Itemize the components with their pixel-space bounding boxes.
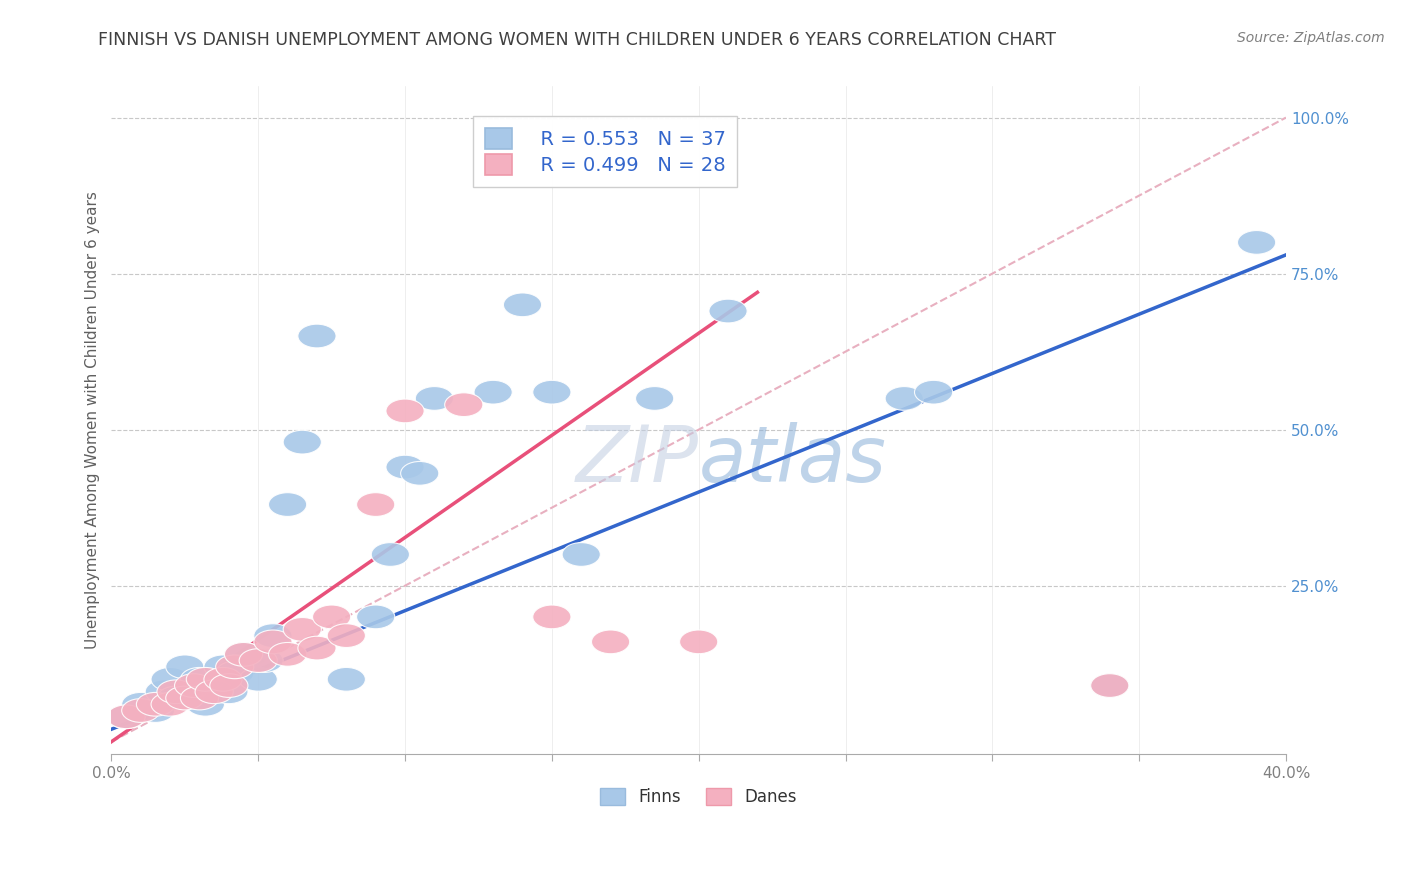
Ellipse shape	[328, 667, 366, 691]
Ellipse shape	[157, 680, 195, 704]
Ellipse shape	[254, 624, 292, 648]
Ellipse shape	[1237, 230, 1275, 254]
Ellipse shape	[415, 386, 454, 410]
Ellipse shape	[107, 705, 145, 729]
Ellipse shape	[245, 648, 283, 673]
Ellipse shape	[269, 492, 307, 516]
Ellipse shape	[298, 324, 336, 348]
Ellipse shape	[150, 667, 190, 691]
Ellipse shape	[328, 624, 366, 648]
Ellipse shape	[387, 399, 425, 423]
Ellipse shape	[357, 605, 395, 629]
Ellipse shape	[533, 380, 571, 404]
Ellipse shape	[679, 630, 718, 654]
Ellipse shape	[209, 680, 247, 704]
Ellipse shape	[562, 542, 600, 566]
Ellipse shape	[186, 692, 225, 716]
Text: Source: ZipAtlas.com: Source: ZipAtlas.com	[1237, 31, 1385, 45]
Ellipse shape	[136, 698, 174, 723]
Ellipse shape	[174, 680, 212, 704]
Ellipse shape	[283, 430, 322, 454]
Ellipse shape	[444, 392, 482, 417]
Ellipse shape	[298, 636, 336, 660]
Ellipse shape	[174, 673, 212, 698]
Ellipse shape	[145, 680, 183, 704]
Ellipse shape	[254, 630, 292, 654]
Ellipse shape	[283, 617, 322, 641]
Ellipse shape	[195, 680, 233, 704]
Ellipse shape	[239, 648, 277, 673]
Ellipse shape	[371, 542, 409, 566]
Ellipse shape	[107, 705, 145, 729]
Ellipse shape	[886, 386, 924, 410]
Ellipse shape	[239, 667, 277, 691]
Ellipse shape	[401, 461, 439, 485]
Ellipse shape	[180, 686, 218, 710]
Ellipse shape	[503, 293, 541, 317]
Ellipse shape	[122, 692, 160, 716]
Ellipse shape	[1091, 673, 1129, 698]
Ellipse shape	[225, 642, 263, 666]
Ellipse shape	[186, 667, 225, 691]
Ellipse shape	[914, 380, 953, 404]
Y-axis label: Unemployment Among Women with Children Under 6 years: Unemployment Among Women with Children U…	[86, 192, 100, 649]
Ellipse shape	[150, 692, 190, 716]
Ellipse shape	[225, 642, 263, 666]
Ellipse shape	[474, 380, 512, 404]
Ellipse shape	[195, 673, 233, 698]
Ellipse shape	[209, 673, 247, 698]
Ellipse shape	[357, 492, 395, 516]
Legend: Finns, Danes: Finns, Danes	[593, 781, 804, 813]
Ellipse shape	[533, 605, 571, 629]
Ellipse shape	[122, 698, 160, 723]
Ellipse shape	[387, 455, 425, 479]
Ellipse shape	[1091, 673, 1129, 698]
Ellipse shape	[166, 655, 204, 679]
Ellipse shape	[204, 655, 242, 679]
Ellipse shape	[136, 692, 174, 716]
Ellipse shape	[166, 686, 204, 710]
Ellipse shape	[215, 655, 254, 679]
Ellipse shape	[180, 667, 218, 691]
Ellipse shape	[204, 667, 242, 691]
Ellipse shape	[215, 661, 254, 685]
Text: FINNISH VS DANISH UNEMPLOYMENT AMONG WOMEN WITH CHILDREN UNDER 6 YEARS CORRELATI: FINNISH VS DANISH UNEMPLOYMENT AMONG WOM…	[98, 31, 1056, 49]
Ellipse shape	[157, 686, 195, 710]
Ellipse shape	[592, 630, 630, 654]
Ellipse shape	[636, 386, 673, 410]
Text: ZIP: ZIP	[575, 422, 699, 499]
Ellipse shape	[312, 605, 350, 629]
Text: atlas: atlas	[699, 422, 887, 499]
Ellipse shape	[269, 642, 307, 666]
Ellipse shape	[709, 299, 747, 323]
